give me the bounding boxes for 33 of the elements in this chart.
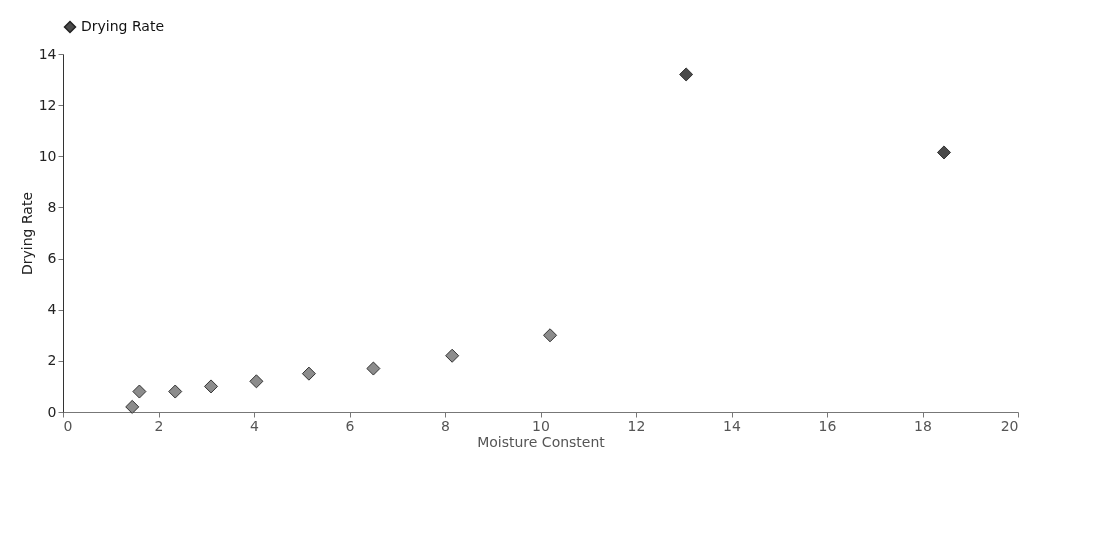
point (249, 374, 264, 389)
x-tick-label: 14 (723, 417, 741, 434)
y-tick-label: 4 (47, 301, 57, 318)
point (679, 67, 694, 82)
x-tick-label: 2 (154, 417, 164, 434)
x-tick-label: 6 (345, 417, 355, 434)
legend-label: Drying Rate (81, 18, 165, 34)
y-tick-label: 8 (47, 198, 57, 215)
x-tick-label: 12 (627, 417, 646, 434)
point (204, 379, 219, 394)
point (543, 328, 558, 343)
x-tick-label: 4 (250, 417, 260, 434)
y-tick-label: 6 (47, 250, 57, 267)
y-tick-label: 10 (38, 147, 57, 164)
point (301, 366, 316, 381)
point (366, 361, 381, 376)
point (445, 348, 460, 363)
y-axis-title: Drying Rate (18, 191, 35, 276)
y-tick-label: 0 (47, 403, 57, 420)
x-tick-label: 16 (818, 417, 837, 434)
y-tick-label: 14 (38, 45, 57, 62)
x-axis-title: Moisture Constent (477, 433, 606, 450)
x-tick-label: 20 (1000, 417, 1019, 434)
x-tick-label: 0 (63, 417, 73, 434)
y-tick-label: 2 (47, 352, 57, 369)
y-tick-label: 12 (38, 96, 57, 113)
point (168, 384, 183, 399)
point (132, 384, 147, 399)
point (125, 399, 140, 414)
point (936, 145, 952, 160)
x-tick-label: 10 (532, 417, 550, 434)
x-tick-label: 8 (441, 417, 450, 434)
x-tick-label: 18 (914, 417, 932, 434)
